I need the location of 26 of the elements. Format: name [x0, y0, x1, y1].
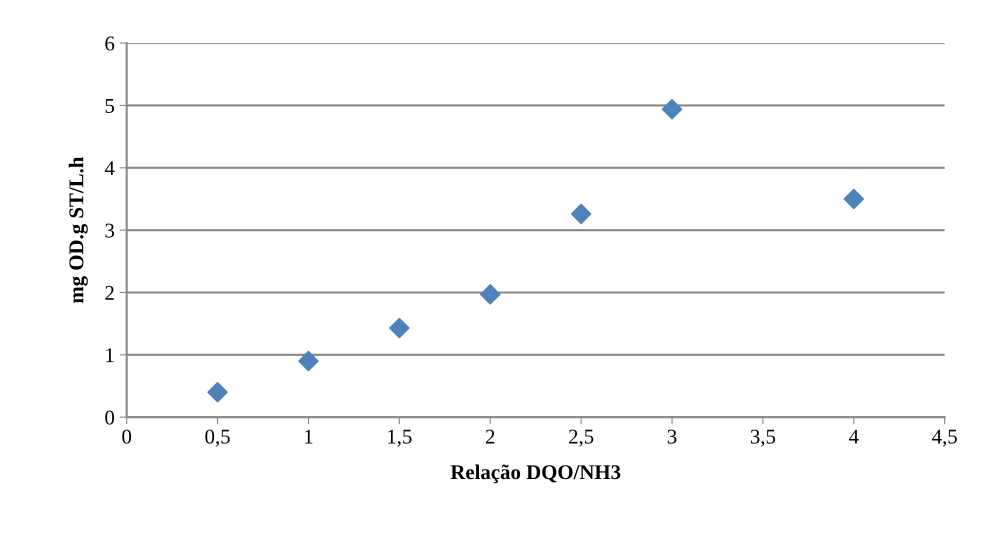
x-tick-label: 4 — [848, 430, 859, 444]
point — [207, 382, 228, 403]
x-tick-label: 0 — [122, 430, 132, 444]
point — [298, 350, 319, 372]
x-tick-label: 2,5 — [569, 430, 594, 447]
x-tick-label: 3,5 — [750, 430, 776, 447]
x-tick-label: 2 — [486, 430, 494, 444]
y-tick-label: 6 — [105, 36, 114, 51]
point — [389, 318, 410, 338]
y-tick-label: 5 — [106, 99, 114, 113]
y-tick-label: 0 — [105, 410, 114, 425]
y-tick-label: 3 — [105, 224, 114, 238]
y-axis-title: mg OD.g ST/L.h — [68, 156, 88, 304]
point — [570, 204, 592, 224]
y-tick-label: 1 — [106, 348, 114, 362]
y-tick-label: 2 — [105, 286, 114, 300]
x-tick-label: 4,5 — [932, 430, 957, 447]
x-tick-label: 3 — [668, 430, 676, 444]
point — [662, 98, 682, 120]
point — [480, 284, 501, 305]
x-tick-label: 0,5 — [205, 430, 230, 447]
x-tick-label: 1 — [305, 430, 312, 444]
point — [844, 188, 864, 210]
x-tick-label: 1,5 — [388, 430, 412, 447]
y-tick-label: 4 — [104, 161, 115, 176]
x-axis-title: Relação DQO/NH3 — [450, 464, 620, 484]
